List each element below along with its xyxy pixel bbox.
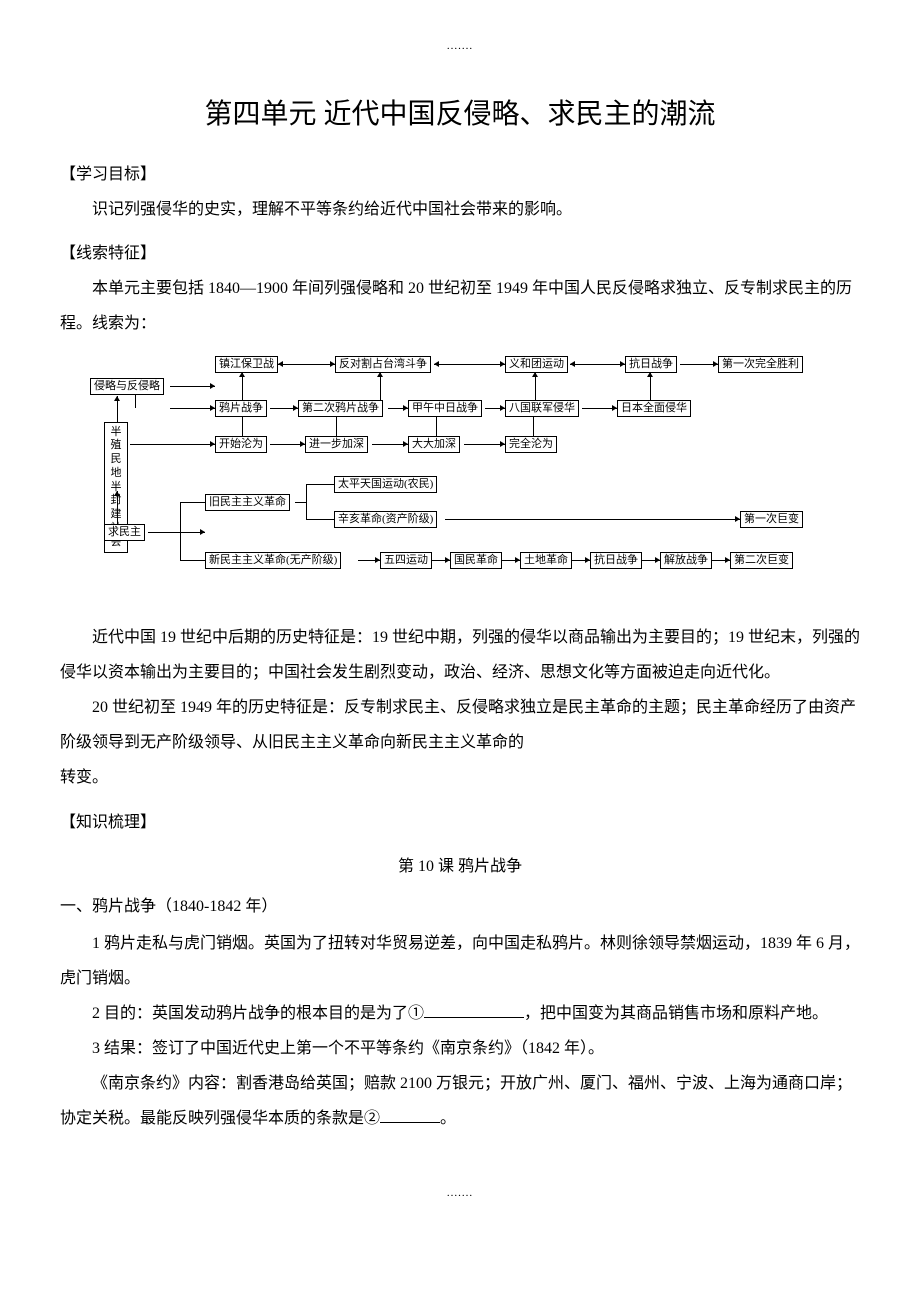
page-dots-top: .......	[60, 40, 860, 52]
diagram-node: 求民主	[104, 524, 145, 542]
diagram-node: 进一步加深	[305, 436, 368, 454]
section-1-p2: 2 目的：英国发动鸦片战争的根本目的是为了① ，把中国变为其商品销售市场和原料产地…	[60, 996, 860, 1031]
diagram-node: 第二次鸦片战争	[298, 400, 383, 418]
diagram-node: 抗日战争	[590, 552, 642, 570]
section-1-p3: 3 结果：签订了中国近代史上第一个不平等条约《南京条约》（1842 年）。	[60, 1031, 860, 1066]
section-1-head: 一、鸦片战争（1840-1842 年）	[60, 892, 860, 916]
heading-clue: 【线索特征】	[60, 239, 860, 263]
diagram-node: 大大加深	[408, 436, 460, 454]
diagram-node: 辛亥革命(资产阶级)	[334, 511, 437, 529]
section-1-p2-b: ，把中国变为其商品销售市场和原料产地。	[524, 1005, 828, 1022]
diagram-node: 第一次完全胜利	[718, 356, 803, 374]
diagram-node: 鸦片战争	[215, 400, 267, 418]
para-char-3: 转变。	[60, 760, 860, 795]
blank-2	[380, 1106, 440, 1124]
diagram-node: 日本全面侵华	[617, 400, 691, 418]
para-learn: 识记列强侵华的史实，理解不平等条约给近代中国社会带来的影响。	[60, 192, 860, 227]
diagram-node: 反对割占台湾斗争	[335, 356, 431, 374]
diagram-node: 旧民主主义革命	[205, 494, 290, 512]
diagram-node: 新民主主义革命(无产阶级)	[205, 552, 341, 570]
heading-review: 【知识梳理】	[60, 808, 860, 832]
diagram-node: 镇江保卫战	[215, 356, 278, 374]
heading-learn: 【学习目标】	[60, 160, 860, 184]
para-char-2: 20 世纪初至 1949 年的历史特征是：反专制求民主、反侵略求独立是民主革命的…	[60, 690, 860, 760]
diagram-node: 完全沦为	[505, 436, 557, 454]
blank-1	[424, 1000, 524, 1018]
diagram-node: 国民革命	[450, 552, 502, 570]
section-1-p2-a: 2 目的：英国发动鸦片战争的根本目的是为了①	[92, 1005, 424, 1022]
section-1-p4: 《南京条约》内容：割香港岛给英国；赔款 2100 万银元；开放广州、厦门、福州、…	[60, 1066, 860, 1136]
diagram-node: 侵略与反侵略	[90, 378, 164, 396]
unit-title: 第四单元 近代中国反侵略、求民主的潮流	[60, 92, 860, 132]
diagram-node: 第一次巨变	[740, 511, 803, 529]
page-dots-bottom: .......	[60, 1187, 860, 1199]
para-char-1: 近代中国 19 世纪中后期的历史特征是：19 世纪中期，列强的侵华以商品输出为主…	[60, 620, 860, 690]
flowchart-diagram: 镇江保卫战反对割占台湾斗争义和团运动抗日战争第一次完全胜利侵略与反侵略鸦片战争第…	[80, 356, 840, 606]
diagram-node: 第二次巨变	[730, 552, 793, 570]
diagram-node: 太平天国运动(农民)	[334, 476, 437, 494]
diagram-node: 甲午中日战争	[408, 400, 482, 418]
diagram-node: 八国联军侵华	[505, 400, 579, 418]
section-1-p4-b: 。	[440, 1110, 456, 1127]
section-1-p1: 1 鸦片走私与虎门销烟。英国为了扭转对华贸易逆差，向中国走私鸦片。林则徐领导禁烟…	[60, 926, 860, 996]
para-clue: 本单元主要包括 1840—1900 年间列强侵略和 20 世纪初至 1949 年…	[60, 271, 860, 341]
diagram-node: 土地革命	[520, 552, 572, 570]
diagram-node: 解放战争	[660, 552, 712, 570]
lesson-title: 第 10 课 鸦片战争	[60, 852, 860, 876]
diagram-node: 五四运动	[380, 552, 432, 570]
diagram-node: 开始沦为	[215, 436, 267, 454]
